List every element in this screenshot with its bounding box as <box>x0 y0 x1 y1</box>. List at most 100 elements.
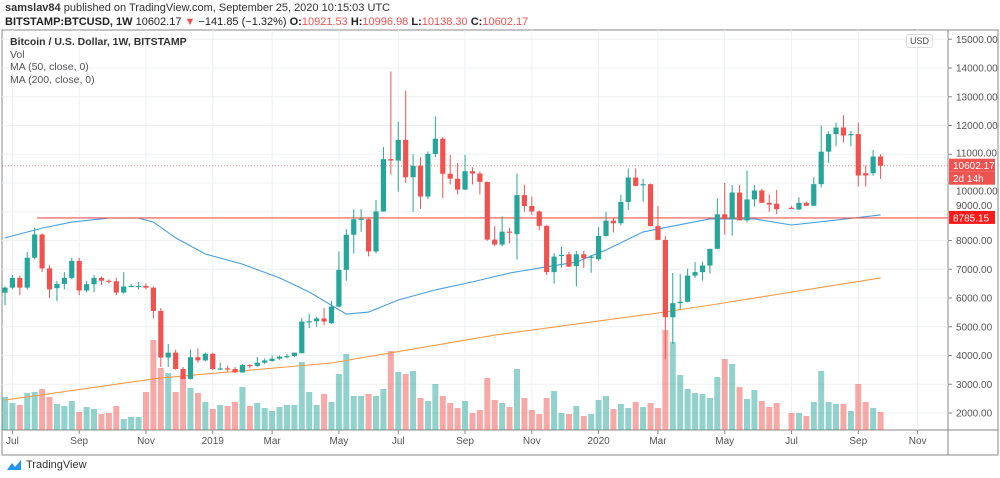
volume-bar <box>432 384 439 430</box>
volume-bar <box>484 378 491 430</box>
candle-body <box>32 234 38 258</box>
ma50-line <box>4 214 881 315</box>
candle-body <box>358 218 364 220</box>
candle-body <box>788 207 795 209</box>
volume-bar <box>283 405 290 430</box>
price-tick-label: 7000.00 <box>956 265 993 276</box>
volume-bar <box>239 387 246 430</box>
candle-body <box>417 165 424 197</box>
candle-body <box>276 356 283 359</box>
candle-body <box>551 256 557 273</box>
legend-title: Bitcoin / U.S. Dollar, 1W, BITSTAMP <box>10 36 187 48</box>
candle-body <box>210 353 216 370</box>
candle-body <box>232 369 238 373</box>
author[interactable]: samslav84 <box>5 2 61 14</box>
volume-bar <box>714 377 721 430</box>
price-tick-label: 3000.00 <box>956 380 993 391</box>
volume-bar <box>2 397 8 430</box>
price-tick-label: 6000.00 <box>956 294 993 305</box>
price-tick-label: 5000.00 <box>956 322 993 333</box>
candle-body <box>618 201 624 224</box>
candle-body <box>98 277 105 281</box>
candle-body <box>113 281 119 293</box>
candle-body <box>566 254 572 267</box>
candle-body <box>202 353 208 361</box>
price-tick-label: 4000.00 <box>956 351 993 362</box>
volume-bar <box>803 416 810 430</box>
volume-bar <box>98 414 105 430</box>
price-change: −141.85 (−1.32%) <box>198 16 287 28</box>
legend-ma50[interactable]: MA (50, close, 0) <box>10 61 89 73</box>
candle-body <box>432 138 438 154</box>
volume-bar <box>506 407 513 430</box>
volume-bar <box>61 406 68 430</box>
volume-bar <box>306 392 313 430</box>
candle-body <box>729 192 735 219</box>
volume-bar <box>521 398 528 430</box>
candle-body <box>39 234 45 269</box>
volume-bar <box>610 409 617 430</box>
tradingview-logo-icon <box>7 460 21 470</box>
candle-body <box>610 220 617 224</box>
candle-body <box>640 184 646 186</box>
time-tick-label: Nov <box>523 436 541 447</box>
candle-body <box>291 352 297 357</box>
price-tick-label: 2000.00 <box>956 409 993 420</box>
volume-bar <box>721 359 728 430</box>
candle-body <box>514 195 520 235</box>
legend-ma200[interactable]: MA (200, close, 0) <box>10 73 95 86</box>
candle-body <box>855 134 861 176</box>
last-price-tag-bg <box>949 158 995 172</box>
candle-body <box>410 165 416 178</box>
price-tick-label: 14000.00 <box>956 64 998 75</box>
candle-body <box>403 139 409 178</box>
candle-body <box>722 214 728 219</box>
volume-bar <box>617 404 624 430</box>
volume-bar <box>662 330 669 430</box>
candle-body <box>336 269 342 307</box>
candle-body <box>217 368 223 370</box>
volume-bar <box>818 371 825 430</box>
volume-bar <box>833 404 840 430</box>
volume-bar <box>31 392 38 430</box>
time-tick-label: May <box>715 436 734 447</box>
candle-body <box>91 277 97 285</box>
volume-bar <box>402 374 409 430</box>
countdown-tag-bg <box>949 171 995 185</box>
candle-body <box>121 286 127 293</box>
time-tick-label: May <box>329 436 348 447</box>
candle-body <box>766 202 772 205</box>
volume-bar <box>68 401 75 430</box>
down-arrow-icon: ▼ <box>184 16 196 28</box>
candle-body <box>24 257 30 288</box>
open-label: O: <box>289 16 302 28</box>
candle-body <box>239 364 246 373</box>
volume-bar <box>758 401 765 430</box>
volume-bar <box>417 398 424 430</box>
candle-body <box>455 178 461 190</box>
candle-body <box>625 177 631 202</box>
volume-bar <box>395 372 402 430</box>
volume-bar <box>135 417 142 430</box>
candle-body <box>655 226 661 240</box>
candle-body <box>826 134 832 152</box>
tradingview-logo[interactable]: TradingView <box>6 459 87 471</box>
legend-volume[interactable]: Vol <box>10 48 25 61</box>
candle-body <box>736 192 743 221</box>
volume-bar <box>773 403 780 430</box>
volume-bar <box>536 414 543 430</box>
currency-button[interactable]: USD <box>906 34 934 48</box>
time-tick-label: Sep <box>849 436 867 447</box>
volume-bar <box>180 377 187 430</box>
last-price: 10602.17 <box>135 16 182 28</box>
volume-bar <box>224 406 231 430</box>
candle-body <box>833 127 839 135</box>
last-price-tag: 10602.17 <box>953 161 995 172</box>
chart-legend: Bitcoin / U.S. Dollar, 1W, BITSTAMP Vol … <box>10 36 187 86</box>
time-tick-label: Sep <box>456 436 474 447</box>
candle-body <box>462 171 468 190</box>
price-tick-label: 10000.00 <box>956 187 998 198</box>
time-tick-label: Mar <box>649 436 667 447</box>
volume-bar <box>380 389 387 430</box>
